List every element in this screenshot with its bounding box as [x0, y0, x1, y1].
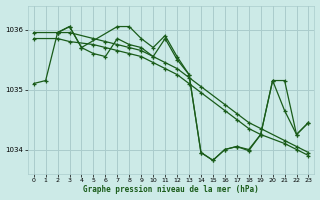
- X-axis label: Graphe pression niveau de la mer (hPa): Graphe pression niveau de la mer (hPa): [83, 185, 259, 194]
